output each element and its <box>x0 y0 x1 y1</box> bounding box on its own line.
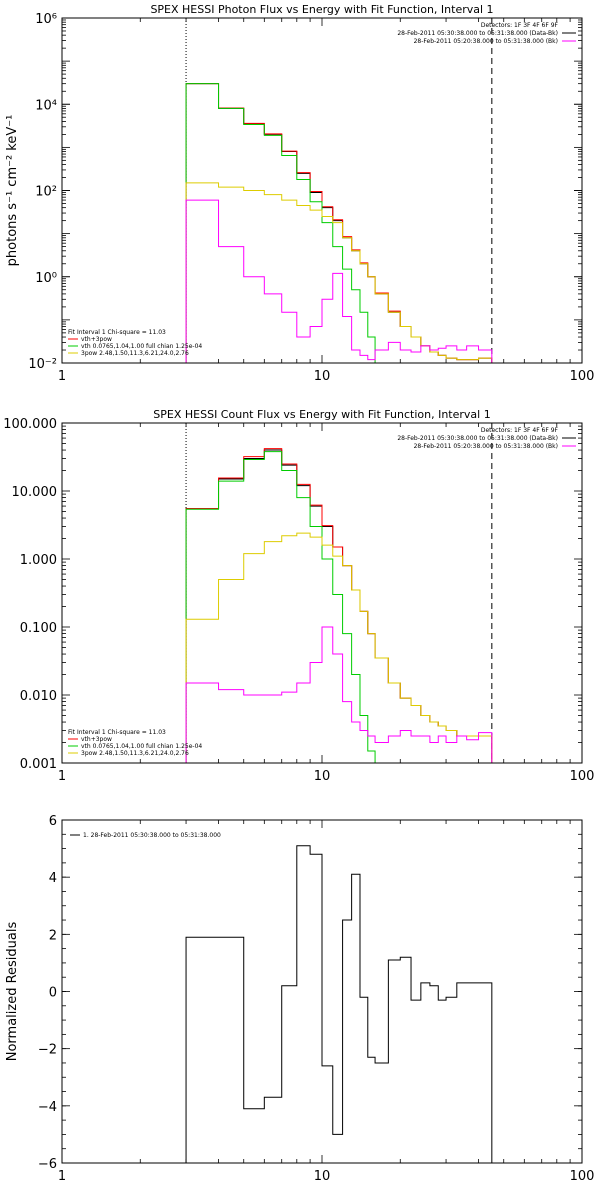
series-line-2 <box>185 83 493 363</box>
legend-entry: 3pow 2.48,1.50,11.3,6.21,24.0,2.76 <box>81 750 189 757</box>
series-group <box>185 448 493 763</box>
x-tick-label: 10 <box>314 369 331 384</box>
legend-entry: Detectors: 1F 3F 4F 6F 9F <box>481 22 559 29</box>
series-line-4 <box>185 182 493 363</box>
y-tick-label: 6 <box>49 814 57 829</box>
chart-panel-2: SPEX HESSI Count Flux vs Energy with Fit… <box>3 408 595 784</box>
series-group <box>185 83 493 363</box>
series-line-1 <box>185 83 493 363</box>
chart-title: SPEX HESSI Count Flux vs Energy with Fit… <box>153 408 490 421</box>
plot-frame <box>61 17 583 364</box>
series-line-5 <box>185 626 493 763</box>
x-tick-label: 1 <box>58 769 66 784</box>
series-line-2 <box>185 448 493 763</box>
legend-entry: 28-Feb-2011 05:20:38.000 to 05:31:38.000… <box>414 38 558 45</box>
y-tick-label: 1.000 <box>20 553 57 568</box>
legend-entry: vth+3pow <box>81 736 112 743</box>
y-tick-label: −2 <box>38 1043 57 1058</box>
y-tick-label: 0 <box>49 986 57 1001</box>
series-group <box>185 845 493 1163</box>
y-tick-label: 0.001 <box>20 757 57 772</box>
x-tick-label: 100 <box>570 369 595 384</box>
y-tick-label: 10⁰ <box>35 271 57 286</box>
y-axis-label: photons s⁻¹ cm⁻² keV⁻¹ <box>5 115 20 267</box>
y-tick-label: 10⁻² <box>28 357 57 372</box>
x-tick-label: 1 <box>58 1169 66 1184</box>
chart-panel-1: SPEX HESSI Photon Flux vs Energy with Fi… <box>5 3 595 384</box>
x-tick-label: 1 <box>58 369 66 384</box>
legend-entry: vth 0.0765,1.04,1.00 full chian 1.25e-04 <box>81 743 202 750</box>
legend-entry: 1. 28-Feb-2011 05:30:38.000 to 05:31:38.… <box>83 832 221 839</box>
series-line-1 <box>185 449 493 763</box>
y-tick-label: 0.010 <box>20 689 57 704</box>
legend-entry: 3pow 2.48,1.50,11.3,6.21,24.0,2.76 <box>81 350 189 357</box>
legend-entry: vth+3pow <box>81 336 112 343</box>
legend-entry: 28-Feb-2011 05:30:38.000 to 05:31:38.000… <box>397 435 558 442</box>
y-tick-label: 0.100 <box>20 621 57 636</box>
chart-panel-3: 1 10 100 −6 −4 −2 0 2 4 6 Normalized Residuals 1. 2… <box>5 814 594 1184</box>
plot-frame <box>61 422 583 764</box>
y-tick-label: 10² <box>35 185 57 200</box>
legend-entry: Fit Interval 1 Chi-square = 11.03 <box>68 729 166 736</box>
x-tick-label: 10 <box>314 769 331 784</box>
legend-entry: Fit Interval 1 Chi-square = 11.03 <box>68 329 166 336</box>
x-tick-label: 100 <box>570 1169 595 1184</box>
y-tick-label: −4 <box>38 1100 57 1115</box>
series-line-3 <box>185 451 376 763</box>
legend-entry: 28-Feb-2011 05:30:38.000 to 05:31:38.000… <box>397 30 558 37</box>
chart-title: SPEX HESSI Photon Flux vs Energy with Fi… <box>150 3 493 16</box>
series-line-1 <box>185 845 493 1163</box>
legend-entry: 28-Feb-2011 05:20:38.000 to 05:31:38.000… <box>414 443 558 450</box>
y-tick-label: 10⁶ <box>35 12 57 27</box>
series-line-3 <box>185 83 389 363</box>
y-tick-label: 100.000 <box>3 417 57 432</box>
y-tick-label: 2 <box>49 928 57 943</box>
y-tick-label: 4 <box>49 871 57 886</box>
series-line-4 <box>185 532 493 763</box>
x-tick-label: 10 <box>314 1169 331 1184</box>
legend-entry: Detectors: 1F 3F 4F 6F 9F <box>481 427 559 434</box>
y-tick-label: −6 <box>38 1157 57 1172</box>
y-tick-label: 10⁴ <box>35 98 57 113</box>
series-line-5 <box>185 199 493 363</box>
plot-frame <box>61 819 583 1164</box>
legend-entry: vth 0.0765,1.04,1.00 full chian 1.25e-04 <box>81 343 202 350</box>
y-tick-label: 10.000 <box>12 485 58 500</box>
x-tick-label: 100 <box>570 769 595 784</box>
y-axis-label: Normalized Residuals <box>5 922 20 1062</box>
